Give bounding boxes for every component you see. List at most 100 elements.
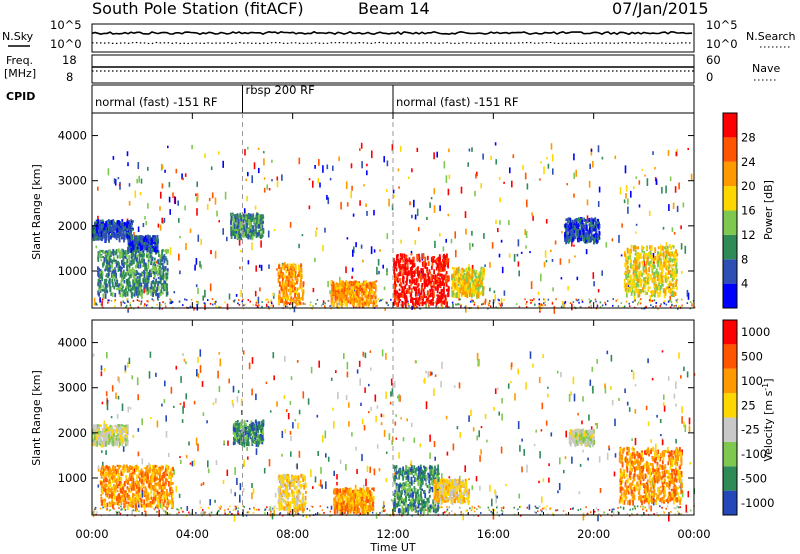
scatter-cell bbox=[184, 298, 186, 301]
scatter-cell bbox=[258, 304, 260, 307]
scatter-cell bbox=[140, 247, 142, 251]
scatter-cell bbox=[132, 253, 135, 258]
scatter-cell bbox=[482, 273, 484, 278]
scatter-cell bbox=[424, 301, 427, 304]
scatter-cell bbox=[585, 237, 588, 243]
scatter-cell bbox=[463, 273, 466, 277]
colorbar-tick-label: 4 bbox=[741, 277, 748, 291]
scatter-cell bbox=[595, 300, 597, 303]
scatter-cell bbox=[508, 253, 511, 258]
scatter-cell bbox=[668, 204, 670, 211]
scatter-cell bbox=[635, 265, 638, 271]
scatter-cell bbox=[107, 267, 109, 272]
scatter-cell bbox=[574, 236, 577, 240]
scatter-cell bbox=[117, 376, 120, 382]
scatter-cell bbox=[463, 293, 466, 297]
scatter-cell bbox=[641, 272, 643, 277]
scatter-cell bbox=[588, 230, 590, 236]
scatter-cell bbox=[118, 262, 120, 268]
scatter-cell bbox=[632, 265, 635, 271]
scatter-cell bbox=[132, 248, 134, 254]
scatter-cell bbox=[242, 487, 245, 492]
scatter-cell bbox=[156, 247, 159, 250]
scatter-cell bbox=[163, 280, 166, 284]
scatter-cell bbox=[127, 272, 130, 276]
scatter-cell bbox=[671, 258, 674, 263]
scatter-cell bbox=[590, 225, 593, 231]
scatter-cell bbox=[159, 291, 162, 295]
scatter-cell bbox=[141, 264, 144, 268]
scatter-cell bbox=[286, 302, 288, 305]
scatter-cell bbox=[110, 259, 113, 263]
scatter-cell bbox=[458, 303, 460, 306]
scatter-cell bbox=[136, 270, 138, 274]
scatter-cell bbox=[166, 260, 169, 266]
scatter-cell bbox=[402, 273, 404, 276]
scatter-cell bbox=[238, 233, 241, 239]
scatter-cell bbox=[318, 159, 320, 166]
scatter-cell bbox=[365, 203, 367, 207]
scatter-cell bbox=[163, 258, 166, 264]
scatter-cell bbox=[469, 242, 471, 251]
scatter-cell bbox=[122, 300, 124, 303]
scatter-cell bbox=[162, 265, 164, 268]
scatter-cell bbox=[634, 409, 637, 414]
scatter-cell bbox=[122, 222, 124, 225]
scatter-cell bbox=[541, 402, 544, 410]
scatter-cell bbox=[322, 300, 325, 303]
scatter-cell bbox=[234, 216, 237, 223]
scatter-cell bbox=[429, 202, 431, 209]
scatter-cell bbox=[636, 260, 639, 263]
scatter-cell bbox=[329, 305, 331, 307]
scatter-cell bbox=[544, 250, 547, 258]
scatter-cell bbox=[673, 305, 675, 307]
scatter-cell bbox=[282, 265, 284, 269]
scatter-cell bbox=[283, 290, 286, 295]
colorbar-segment bbox=[723, 161, 737, 187]
scatter-cell bbox=[297, 292, 300, 298]
scatter-cell bbox=[458, 281, 460, 285]
scatter-cell bbox=[294, 305, 297, 308]
scatter-cell bbox=[425, 280, 428, 285]
scatter-cell bbox=[200, 483, 203, 487]
scatter-cell bbox=[671, 244, 674, 247]
scatter-cell bbox=[255, 221, 258, 224]
scatter-cell bbox=[464, 306, 466, 309]
scatter-cell bbox=[255, 302, 258, 304]
scatter-cell bbox=[386, 268, 388, 276]
scatter-cell bbox=[199, 365, 202, 373]
scatter-cell bbox=[300, 297, 303, 300]
scatter-cell bbox=[461, 267, 463, 271]
scatter-cell bbox=[669, 306, 672, 309]
scatter-cell bbox=[424, 263, 427, 269]
scatter-cell bbox=[477, 286, 480, 293]
scatter-cell bbox=[540, 303, 542, 305]
scatter-cell bbox=[458, 382, 461, 389]
scatter-cell bbox=[461, 270, 463, 277]
scatter-cell bbox=[118, 220, 121, 227]
scatter-cell bbox=[428, 276, 430, 283]
scatter-cell bbox=[102, 284, 104, 289]
scatter-cell bbox=[302, 302, 305, 305]
scatter-cell bbox=[581, 223, 584, 229]
colorbar-tick-label: 24 bbox=[741, 155, 756, 169]
scatter-cell bbox=[406, 418, 408, 422]
scatter-cell bbox=[480, 449, 482, 455]
scatter-cell bbox=[289, 263, 292, 267]
scatter-cell bbox=[237, 390, 240, 393]
scatter-cell bbox=[629, 254, 632, 259]
scatter-cell bbox=[161, 403, 163, 407]
scatter-cell bbox=[432, 274, 435, 279]
scatter-cell bbox=[302, 292, 304, 297]
scatter-cell bbox=[488, 301, 491, 304]
scatter-cell bbox=[240, 223, 243, 229]
scatter-cell bbox=[491, 498, 493, 507]
colorbar-tick-label: 12 bbox=[741, 228, 756, 242]
scatter-cell bbox=[591, 366, 594, 372]
scatter-cell bbox=[157, 282, 160, 285]
scatter-cell bbox=[154, 290, 157, 294]
scatter-cell bbox=[260, 234, 262, 240]
scatter-cell bbox=[196, 193, 199, 201]
scatter-cell bbox=[472, 300, 474, 302]
scatter-cell bbox=[436, 280, 439, 286]
